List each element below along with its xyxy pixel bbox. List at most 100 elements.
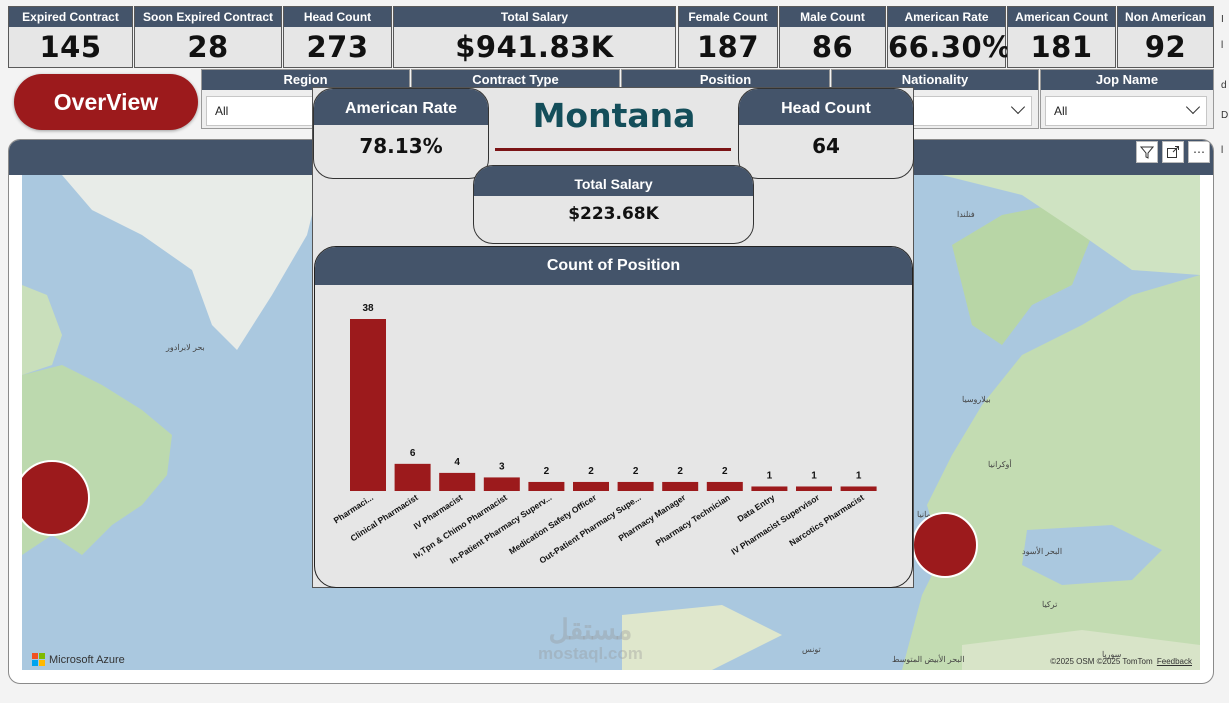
state-title: Montana — [532, 96, 696, 135]
card-label: American Rate — [314, 89, 488, 125]
filter-label: Contract Type — [412, 70, 619, 90]
category-label: IV Pharmacist Supervisor — [729, 492, 821, 557]
kpi-head-count: Head Count 273 — [283, 6, 392, 68]
chevron-down-icon — [1010, 99, 1026, 115]
overview-button[interactable]: OverView — [14, 74, 198, 130]
filter-label: Region — [202, 70, 409, 90]
bar[interactable] — [573, 481, 609, 491]
category-label: Pharmaci... — [332, 492, 375, 525]
kpi-male-count: Male Count 86 — [779, 6, 886, 68]
more-options-icon[interactable]: ⋯ — [1188, 141, 1210, 163]
data-label: 2 — [677, 466, 683, 477]
kpi-soon-expired-contract: Soon Expired Contract 28 — [134, 6, 282, 68]
map-attribution: ©2025 OSM ©2025 TomTom Feedback — [1050, 657, 1192, 666]
kpi-value: 187 — [696, 30, 760, 64]
bar[interactable] — [617, 481, 654, 491]
filter-label: Nationality — [832, 70, 1038, 90]
chart-title: Count of Position — [315, 247, 912, 285]
kpi-label: Expired Contract — [9, 7, 132, 27]
filter-icon[interactable] — [1136, 141, 1158, 163]
chevron-down-icon — [1185, 99, 1201, 115]
bar[interactable] — [706, 481, 743, 491]
card-label: Total Salary — [474, 166, 753, 196]
bar[interactable] — [350, 319, 386, 491]
bar[interactable] — [796, 486, 832, 491]
bar[interactable] — [394, 463, 431, 491]
category-label: Data Entry — [735, 492, 776, 524]
map-label: سوريا — [1102, 650, 1122, 659]
category-label: Narcotics Pharmacist — [787, 492, 865, 548]
data-label: 1 — [856, 470, 862, 481]
kpi-american-rate: American Rate 66.30% — [887, 6, 1011, 68]
visual-toolbar: ⋯ — [1136, 141, 1210, 163]
kpi-expired-contract: Expired Contract 145 — [8, 6, 133, 68]
kpi-label: Soon Expired Contract — [135, 7, 281, 27]
card-value: 78.13% — [359, 134, 443, 158]
kpi-female-count: Female Count 187 — [678, 6, 778, 68]
kpi-value: 92 — [1144, 30, 1187, 64]
map-label: فنلندا — [957, 210, 975, 219]
filter-jop-name[interactable]: Jop Name All — [1040, 69, 1214, 129]
card-value: $223.68K — [568, 204, 659, 224]
kpi-total-salary: Total Salary $941.83K — [393, 6, 676, 68]
edge-icon: l — [1221, 40, 1224, 51]
attribution-text: ©2025 OSM ©2025 TomTom — [1050, 657, 1153, 666]
kpi-label: American Count — [1008, 7, 1115, 27]
bar[interactable] — [483, 477, 520, 491]
feedback-link[interactable]: Feedback — [1156, 657, 1192, 666]
edge-icon: l — [1221, 145, 1224, 156]
state-tooltip: American Rate 78.13% Montana Head Count … — [312, 87, 914, 588]
data-label: 2 — [588, 466, 594, 477]
microsoft-azure-logo: Microsoft Azure — [32, 653, 125, 666]
map-label: أوكرانيا — [988, 460, 1012, 469]
kpi-label: Head Count — [284, 7, 391, 27]
card-value: 64 — [812, 134, 840, 158]
data-label: 2 — [544, 466, 550, 477]
bar[interactable] — [528, 481, 565, 491]
data-label: 38 — [362, 303, 374, 314]
dropdown-value: All — [215, 104, 229, 118]
data-label: 2 — [722, 466, 728, 477]
tooltip-head-count-card: Head Count 64 — [738, 88, 914, 179]
map-basemap — [22, 175, 1200, 670]
kpi-value: 145 — [39, 30, 102, 64]
kpi-label: Male Count — [780, 7, 885, 27]
map-bubble-right[interactable] — [912, 512, 978, 578]
filter-label: Jop Name — [1041, 70, 1213, 90]
kpi-value: 273 — [306, 30, 369, 64]
bar[interactable] — [439, 472, 476, 491]
map-bubble-left[interactable] — [22, 460, 90, 536]
position-chart-card: Count of Position 38 Pharmaci... 6 Clinical… — [314, 246, 913, 588]
edge-icon: d — [1221, 80, 1227, 91]
data-label: 3 — [499, 461, 505, 472]
tooltip-total-salary-card: Total Salary $223.68K — [473, 165, 754, 244]
map-label: البحر الأسود — [1022, 547, 1063, 556]
kpi-label: Female Count — [679, 7, 777, 27]
category-label: Pharmacy Technician — [654, 492, 732, 548]
kpi-non-american: Non American 92 — [1117, 6, 1214, 68]
kpi-label: Total Salary — [394, 7, 675, 27]
map-label: رومانيا — [917, 510, 939, 519]
map-label: بيلاروسيا — [962, 395, 991, 404]
bar[interactable] — [662, 481, 699, 491]
jop-name-dropdown[interactable]: All — [1045, 96, 1207, 126]
filter-label: Position — [622, 70, 829, 90]
bar[interactable] — [751, 486, 788, 491]
kpi-value: 86 — [811, 30, 854, 64]
map-label: البحر الأبيض المتوسط — [892, 655, 965, 664]
data-label: 1 — [767, 470, 773, 481]
kpi-label: American Rate — [888, 7, 1005, 27]
kpi-value: $941.83K — [455, 30, 614, 64]
map-label: تركيا — [1042, 600, 1058, 609]
map-label: بحر لابرادور — [166, 343, 205, 352]
data-label: 6 — [410, 448, 416, 459]
data-label: 4 — [454, 457, 460, 468]
tooltip-american-rate-card: American Rate 78.13% — [313, 88, 489, 179]
data-label: 2 — [633, 466, 639, 477]
focus-mode-icon[interactable] — [1162, 141, 1184, 163]
kpi-value: 28 — [187, 30, 229, 64]
edge-icon: I — [1221, 14, 1224, 25]
bar[interactable] — [840, 486, 877, 491]
watermark: مستقل mostaql.com — [538, 616, 643, 666]
